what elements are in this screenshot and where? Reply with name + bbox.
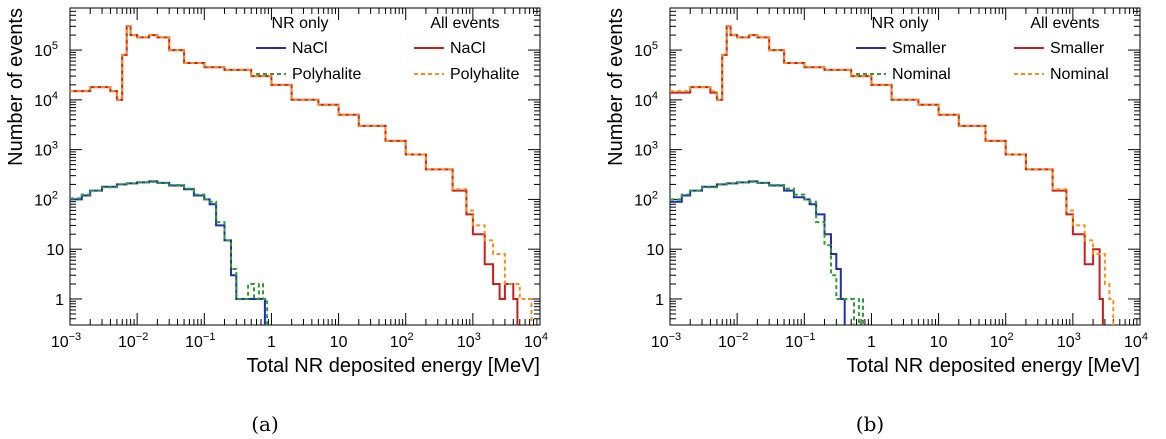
- y-axis-label: Number of events: [605, 8, 627, 166]
- panel-label-b: (b): [855, 412, 885, 436]
- legend-label: Nominal: [892, 66, 951, 83]
- series-line-smaller-all-events: [670, 25, 1104, 325]
- legend-label: Polyhalite: [450, 66, 519, 83]
- x-tick-label: 10: [930, 334, 948, 351]
- x-axis-label: Total NR deposited energy [MeV]: [247, 355, 541, 377]
- y-tick-label: 102: [34, 189, 58, 209]
- y-tick-label: 105: [34, 40, 58, 60]
- chart-panel-b: 10−3 10−2 10−1 1 10 102 103 104 1 10 102 103 104 105 T…: [600, 0, 1166, 439]
- x-tick-label: 102: [990, 331, 1014, 351]
- legend: NR only All events NaCl NaCl Polyhalite Polyh…: [256, 15, 519, 83]
- y-tick-label: 1: [55, 292, 64, 309]
- series-line-smaller-nr-only: [670, 180, 846, 325]
- y-tick-label: 10: [46, 242, 64, 259]
- series-line-nominal-nr-only: [670, 180, 864, 325]
- x-tick-label: 10−3: [51, 331, 81, 351]
- y-tick-label: 104: [34, 90, 58, 110]
- chart-panel-a: 10−3 10−2 10−1 1 10 102 103 104 1 10 102 103 104 105 T…: [5, 7, 548, 436]
- y-tick-label: 105: [634, 40, 658, 60]
- x-tick-label: 10−3: [651, 331, 681, 351]
- panel-label-a: (a): [251, 412, 279, 436]
- legend-label: NaCl: [450, 40, 486, 57]
- x-tick-label: 103: [457, 331, 481, 351]
- series-line-polyhalite-nr-only: [70, 180, 269, 325]
- legend: NR only All events Smaller Smaller Nominal No…: [856, 15, 1109, 83]
- legend-label: Smaller: [892, 40, 947, 57]
- x-tick-label: 1: [867, 334, 876, 351]
- x-tick-label: 1: [267, 334, 276, 351]
- y-tick-label: 10: [646, 242, 664, 259]
- legend-label: Nominal: [1050, 66, 1109, 83]
- y-tick-label: 103: [34, 140, 58, 160]
- x-axis-label: Total NR deposited energy [MeV]: [847, 355, 1141, 377]
- legend-header: All events: [1030, 15, 1099, 32]
- x-tick-label: 10−1: [785, 331, 815, 351]
- chart-b-svg: 10−3 10−2 10−1 1 10 102 103 104 1 10 102 103 104 105 T…: [605, 7, 1148, 377]
- x-tick-label: 104: [524, 331, 548, 351]
- x-tick-label: 10: [330, 334, 348, 351]
- x-tick-label: 10−1: [185, 331, 215, 351]
- chart-a-svg: 10−3 10−2 10−1 1 10 102 103 104 1 10 102 103 104 105 T…: [5, 7, 548, 377]
- x-tick-label: 102: [390, 331, 414, 351]
- legend-label: NaCl: [292, 40, 328, 57]
- x-tick-label: 104: [1124, 331, 1148, 351]
- legend-label: Polyhalite: [292, 66, 361, 83]
- series-line-nominal-all-events: [670, 25, 1115, 325]
- y-tick-label: 1: [655, 292, 664, 309]
- plot-frame: [69, 7, 541, 326]
- y-tick-label: 104: [634, 90, 658, 110]
- y-tick-label: 103: [634, 140, 658, 160]
- x-tick-label: 10−2: [118, 331, 148, 351]
- legend-header: NR only: [272, 15, 329, 32]
- legend-header: NR only: [872, 15, 929, 32]
- y-axis-label: Number of events: [5, 8, 27, 166]
- series-line-polyhalite-all-events: [70, 25, 533, 325]
- x-tick-label: 10−2: [718, 331, 748, 351]
- y-tick-label: 102: [634, 189, 658, 209]
- legend-label: Smaller: [1050, 40, 1105, 57]
- plot-frame: [669, 7, 1141, 326]
- x-tick-label: 103: [1057, 331, 1081, 351]
- legend-header: All events: [430, 15, 499, 32]
